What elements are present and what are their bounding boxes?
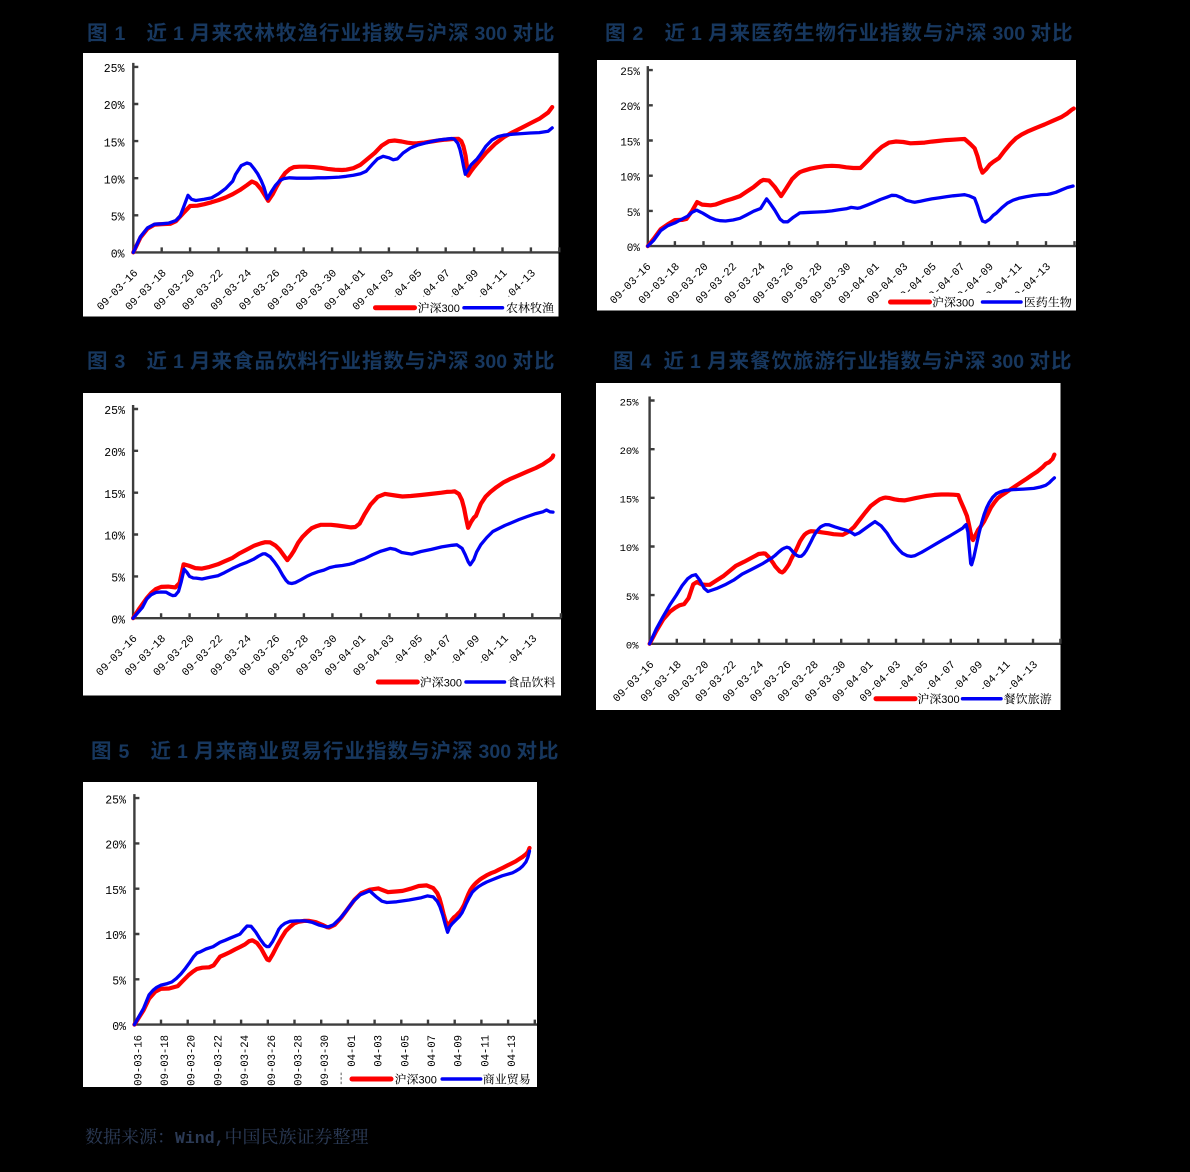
svg-text:15%: 15% — [620, 137, 640, 149]
svg-text:09-03-16: 09-03-16 — [133, 1035, 145, 1086]
svg-text:4: 4 — [641, 351, 652, 373]
svg-text:09-03-22: 09-03-22 — [213, 1035, 225, 1086]
svg-text:2: 2 — [633, 23, 644, 45]
svg-text:5%: 5% — [112, 976, 126, 989]
svg-text:Wind,: Wind, — [175, 1129, 225, 1148]
svg-text:5%: 5% — [626, 592, 639, 604]
svg-text:09-03-26: 09-03-26 — [267, 1035, 279, 1086]
svg-text:15%: 15% — [104, 489, 125, 502]
svg-text:300: 300 — [475, 23, 508, 45]
svg-text:25%: 25% — [620, 67, 640, 79]
svg-text:300: 300 — [419, 1075, 437, 1087]
svg-text:20%: 20% — [620, 102, 640, 114]
svg-text:1: 1 — [690, 351, 701, 373]
svg-text:5%: 5% — [111, 212, 125, 225]
svg-text:0%: 0% — [627, 243, 641, 255]
svg-text:1: 1 — [691, 23, 702, 45]
svg-text:5%: 5% — [111, 573, 125, 586]
svg-text:300: 300 — [956, 298, 974, 310]
svg-text:25%: 25% — [104, 405, 125, 418]
svg-text:15%: 15% — [105, 885, 126, 898]
svg-text:1: 1 — [177, 741, 188, 763]
svg-text:1: 1 — [115, 23, 126, 45]
svg-text:300: 300 — [479, 741, 512, 763]
svg-text:0%: 0% — [112, 1021, 126, 1034]
svg-text:0%: 0% — [111, 249, 125, 262]
svg-text:1: 1 — [173, 351, 184, 373]
svg-text:0%: 0% — [626, 641, 639, 653]
svg-text:0%: 0% — [111, 614, 125, 627]
svg-text:25%: 25% — [105, 794, 126, 807]
svg-text:10%: 10% — [104, 531, 125, 544]
svg-text:09-03-18: 09-03-18 — [160, 1035, 172, 1086]
svg-text:10%: 10% — [104, 174, 125, 187]
svg-text:10%: 10% — [620, 173, 640, 185]
svg-text:300: 300 — [992, 351, 1025, 373]
svg-text:300: 300 — [941, 694, 959, 706]
svg-text:3: 3 — [115, 351, 126, 373]
svg-text:20%: 20% — [105, 840, 126, 853]
svg-text:10%: 10% — [105, 930, 126, 943]
svg-text:15%: 15% — [620, 495, 640, 507]
svg-text:09-03-20: 09-03-20 — [187, 1035, 199, 1086]
svg-text:20%: 20% — [104, 100, 125, 113]
svg-text:15%: 15% — [104, 137, 125, 150]
svg-text:300: 300 — [475, 351, 508, 373]
svg-text:09-03-30: 09-03-30 — [320, 1035, 332, 1086]
svg-text:10%: 10% — [620, 543, 640, 555]
svg-text:25%: 25% — [620, 397, 640, 409]
svg-text:20%: 20% — [104, 447, 125, 460]
svg-text:09-03-24: 09-03-24 — [240, 1035, 252, 1086]
svg-text:1: 1 — [173, 23, 184, 45]
svg-text:300: 300 — [444, 678, 462, 690]
svg-text:300: 300 — [442, 303, 460, 315]
svg-text:25%: 25% — [104, 63, 125, 76]
svg-text:5%: 5% — [627, 208, 641, 220]
svg-text:20%: 20% — [620, 446, 640, 458]
svg-text:09-03-28: 09-03-28 — [294, 1035, 306, 1086]
svg-text:5: 5 — [119, 741, 130, 763]
svg-text:300: 300 — [993, 23, 1026, 45]
